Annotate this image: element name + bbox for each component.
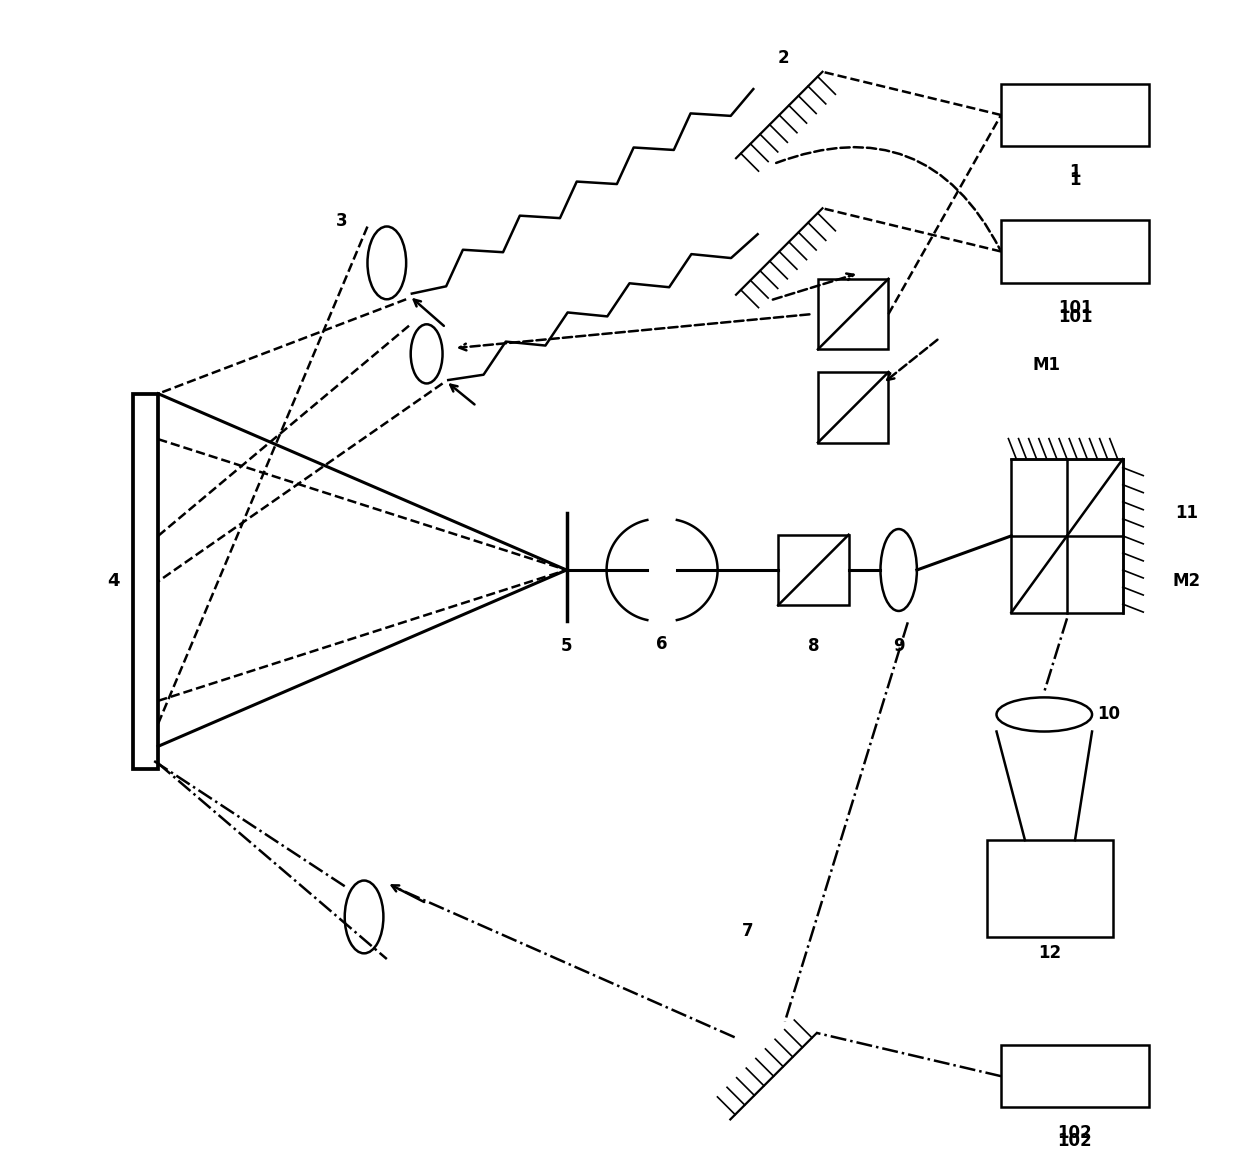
- Text: 2: 2: [777, 49, 790, 67]
- Text: 3: 3: [336, 212, 347, 230]
- Text: 101: 101: [1058, 307, 1092, 326]
- Text: 1: 1: [1069, 172, 1081, 189]
- Text: M1: M1: [1033, 356, 1060, 375]
- Text: 12: 12: [1038, 944, 1061, 963]
- Polygon shape: [133, 393, 159, 769]
- Text: 8: 8: [807, 637, 820, 655]
- Text: 101: 101: [1058, 299, 1092, 318]
- Text: 10: 10: [1097, 705, 1121, 724]
- Text: 6: 6: [656, 635, 668, 653]
- Text: 102: 102: [1058, 1124, 1092, 1143]
- Text: 4: 4: [108, 572, 120, 590]
- Text: 5: 5: [560, 637, 573, 655]
- Text: 9: 9: [893, 637, 904, 655]
- Text: 11: 11: [1176, 505, 1198, 522]
- Text: M2: M2: [1172, 572, 1200, 590]
- Text: 102: 102: [1058, 1132, 1092, 1151]
- Text: 7: 7: [742, 921, 753, 940]
- Text: 1: 1: [1069, 162, 1081, 181]
